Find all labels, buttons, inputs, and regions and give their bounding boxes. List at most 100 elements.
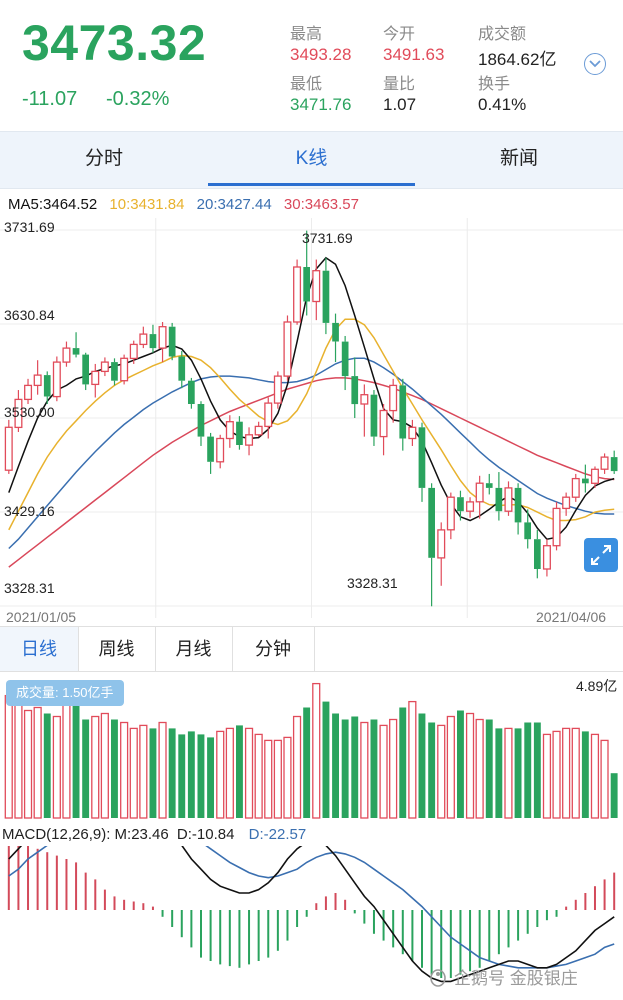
penguin-logo-icon [430, 968, 446, 987]
volume-bar [312, 682, 321, 819]
volume-bar [120, 721, 129, 819]
volume-bar [225, 727, 234, 819]
fullscreen-button[interactable] [584, 538, 618, 572]
candle-body [197, 404, 205, 437]
candle-body [225, 421, 234, 440]
candle-body [207, 436, 214, 462]
candle-body [562, 496, 571, 510]
volume-bar [360, 721, 369, 819]
volume-bar [475, 718, 484, 819]
ma5-legend: MA5:3464.52 [8, 196, 98, 213]
ma20-legend: 20:3427.44 [196, 196, 272, 213]
candle-body [571, 477, 580, 498]
volume-bar [14, 697, 23, 819]
period-tab-minute[interactable]: 分钟 [232, 627, 315, 671]
volume-bar [187, 731, 195, 818]
volume-chart[interactable] [0, 670, 623, 820]
volume-bar [389, 718, 398, 819]
candle-body [590, 468, 599, 484]
volume-bar [600, 739, 609, 819]
candle-body [534, 539, 541, 569]
volume-bar [542, 733, 552, 819]
y-axis-label-min: 3328.31 [4, 580, 55, 596]
tab-timeshare[interactable]: 分时 [84, 148, 123, 169]
candle-body [82, 354, 89, 385]
macd-chart[interactable] [0, 846, 623, 996]
low-price-annotation: 3328.31 [347, 575, 398, 591]
candle-body [33, 374, 42, 387]
candle-body [370, 394, 378, 437]
tab-kline[interactable]: K线 [295, 148, 328, 169]
volume-bar [485, 719, 493, 818]
volume-bar [590, 733, 600, 819]
volume-bar [207, 737, 214, 818]
candle-body [24, 384, 33, 401]
volume-bar [457, 710, 464, 818]
volume-bar [100, 712, 109, 819]
y-axis-label-4: 3429.16 [4, 503, 55, 519]
volume-bar [23, 709, 33, 819]
volume-bar [273, 739, 282, 819]
volume-bar [4, 694, 13, 819]
volume-bar [292, 715, 302, 819]
volume-bar [43, 713, 51, 818]
candle-body [524, 522, 531, 540]
candle-body [245, 434, 254, 446]
ma10-legend: 10:3431.84 [109, 196, 185, 213]
volume-bar [244, 727, 254, 819]
kline-chart[interactable] [0, 218, 623, 626]
volume-bar [264, 739, 273, 819]
stat-turnover-value: 1864.62亿 [478, 50, 557, 69]
candle-body [120, 357, 129, 382]
period-tab-daily[interactable]: 日线 [0, 627, 79, 671]
candle-body [428, 487, 435, 558]
end-date-label: 2021/04/06 [536, 609, 607, 625]
candle-body [52, 361, 61, 398]
period-tab-monthly[interactable]: 月线 [155, 627, 233, 671]
price-change: -11.07 [22, 88, 78, 110]
candle-body [495, 487, 503, 512]
volume-bar [91, 715, 100, 819]
candle-body [466, 501, 475, 512]
period-tab-weekly[interactable]: 周线 [78, 627, 156, 671]
macd-legend-prefix: MACD(12,26,9): [2, 826, 115, 843]
volume-bar [254, 733, 263, 819]
candle-body [408, 426, 417, 440]
stat-turnover-label: 成交额 [478, 26, 527, 43]
volume-bar [197, 734, 205, 818]
volume-bar [571, 727, 580, 819]
candle-body [514, 487, 522, 523]
candle-body [188, 380, 195, 404]
candle-body [273, 375, 282, 404]
volume-bar [370, 719, 378, 818]
candle-body [542, 545, 551, 570]
volume-max-label: 4.89亿 [576, 678, 618, 694]
stat-low-label: 最低 [290, 76, 323, 93]
candle-body [168, 326, 176, 357]
volume-bar [178, 734, 186, 818]
volume-bar [610, 773, 618, 818]
volume-bar [303, 707, 311, 818]
volume-bar [341, 719, 349, 818]
ma5-line [8, 256, 615, 541]
candle-body [332, 322, 339, 342]
volume-bar [52, 715, 61, 819]
macd-dea-line [8, 846, 615, 969]
candle-body [303, 267, 310, 302]
expand-stats-button[interactable] [584, 53, 606, 75]
volume-bar [351, 716, 359, 818]
candle-body [504, 487, 513, 512]
volume-bar [129, 727, 138, 819]
volume-bar [216, 730, 225, 819]
volume-bar [379, 724, 388, 819]
candle-body [322, 270, 330, 323]
volume-bar [428, 722, 436, 818]
volume-bar [283, 736, 292, 819]
candle-body [264, 402, 273, 428]
y-axis-label-3: 3530.00 [4, 404, 55, 420]
volume-bar [437, 724, 446, 819]
candle-body [582, 478, 589, 484]
candle-body [312, 270, 321, 303]
last-price: 3473.32 [22, 15, 207, 71]
tab-news[interactable]: 新闻 [499, 148, 538, 169]
